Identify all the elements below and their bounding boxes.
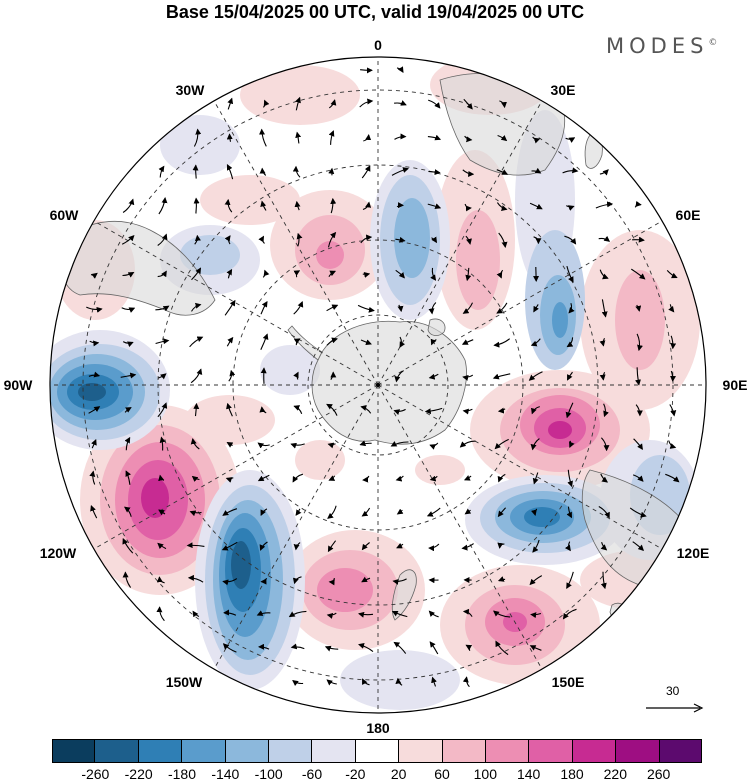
- lon-label-90w: 90W: [4, 377, 34, 393]
- colorbar-tick-label: -260: [81, 766, 110, 782]
- longitude-labels: 0 30E 60E 90E 120E 150E 180 150W 120W 90…: [4, 37, 748, 736]
- colorbar-tick-label: -220: [124, 766, 153, 782]
- wind-vectors: [86, 66, 680, 688]
- colorbar-swatch: [52, 739, 96, 763]
- lon-label-90e: 90E: [723, 377, 748, 393]
- lon-label-60e: 60E: [676, 207, 701, 223]
- colorbar-tick-label: 20: [390, 766, 407, 782]
- colorbar-swatch: [269, 739, 313, 763]
- colorbar-swatch: [529, 739, 573, 763]
- lon-label-120w: 120W: [40, 545, 77, 561]
- brand-logo: MODES©: [606, 34, 717, 58]
- colorbar-swatch: [312, 739, 356, 763]
- lon-label-120e: 120E: [677, 545, 710, 561]
- polar-map: 0 30E 60E 90E 120E 150E 180 150W 120W 90…: [4, 37, 748, 736]
- colorbar-swatch: [138, 739, 183, 763]
- lon-label-180: 180: [366, 720, 390, 736]
- colorbar-swatch: [399, 739, 443, 763]
- colorbar-swatch: [442, 739, 487, 763]
- reference-vector-label: 30: [666, 684, 680, 698]
- lon-label-60w: 60W: [50, 207, 80, 223]
- lon-label-0: 0: [374, 37, 382, 53]
- colorbar-tick-label: 60: [434, 766, 450, 782]
- colorbar-swatch: [659, 739, 703, 763]
- reference-vector: [646, 703, 704, 713]
- colorbar-swatch: [355, 739, 400, 763]
- brand-mark: ©: [708, 38, 718, 48]
- brand-text: MODES: [606, 34, 709, 58]
- colorbar-labels: -260 -220 -180 -140 -100 -60 -20 20 60 100 140 180 2…: [0, 766, 750, 783]
- map-title: Base 15/04/2025 00 UTC, valid 19/04/2025…: [165, 2, 585, 22]
- colorbar-tick-label: 180: [560, 766, 584, 782]
- colorbar-tick-label: -20: [345, 766, 366, 782]
- colorbar-swatch: [572, 739, 617, 763]
- colorbar-swatch: [225, 739, 270, 763]
- lon-label-150e: 150E: [552, 674, 585, 690]
- map-border: [49, 56, 707, 714]
- colorbar-tick-label: 220: [603, 766, 628, 782]
- colorbar-swatch: [95, 739, 139, 763]
- meridians: [50, 57, 706, 713]
- colorbar: [52, 739, 703, 763]
- colorbar-tick-label: 100: [473, 766, 498, 782]
- colorbar-tick-label: 140: [516, 766, 541, 782]
- colorbar-swatch: [182, 739, 226, 763]
- lon-label-30w: 30W: [176, 82, 206, 98]
- lon-label-30e: 30E: [551, 82, 576, 98]
- map-disk: [50, 57, 706, 713]
- colorbar-tick-label: -140: [211, 766, 240, 782]
- colorbar-swatch: [486, 739, 530, 763]
- colorbar-tick-label: -100: [254, 766, 283, 782]
- colorbar-swatch: [616, 739, 660, 763]
- colorbar-tick-label: -60: [301, 766, 323, 782]
- lon-label-150w: 150W: [166, 674, 203, 690]
- colorbar-tick-label: 260: [646, 766, 671, 782]
- colorbar-tick-label: -180: [167, 766, 197, 782]
